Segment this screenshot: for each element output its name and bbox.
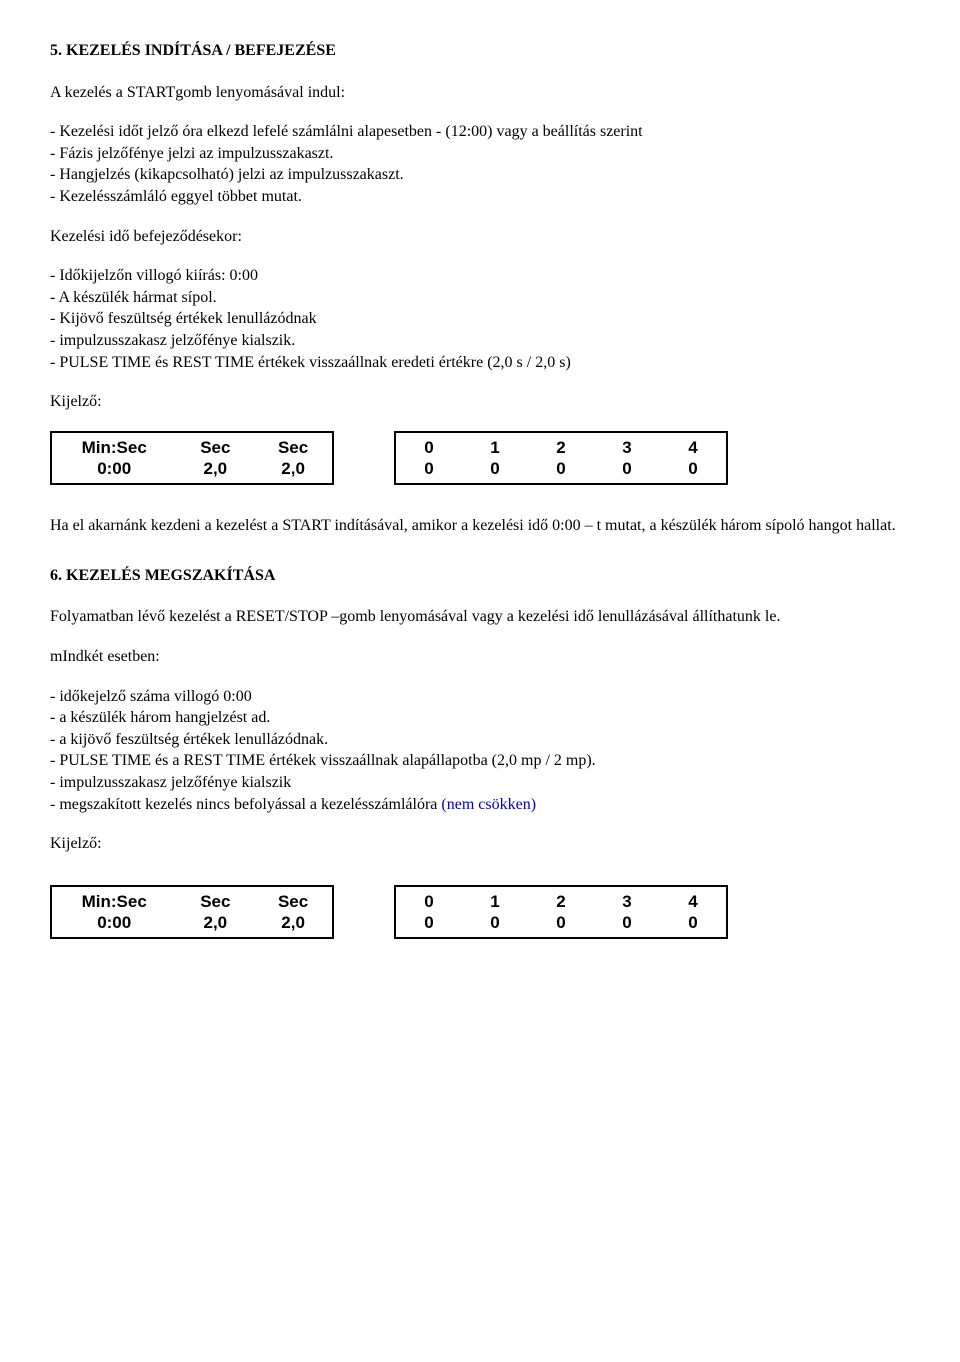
list-item: - impulzusszakasz jelzőfénye kialszik	[50, 772, 910, 794]
display-cell: 0	[528, 458, 594, 479]
display-cell: Sec	[176, 437, 254, 458]
list-item: - Hangjelzés (kikapcsolható) jelzi az im…	[50, 164, 910, 186]
section-5-start-list: - Kezelési időt jelző óra elkezd lefelé …	[50, 121, 910, 207]
display-cell: Sec	[254, 891, 332, 912]
display-cell: 0	[462, 458, 528, 479]
list-item: - Időkijelzőn villogó kiírás: 0:00	[50, 265, 910, 287]
display-cell: 1	[462, 891, 528, 912]
list-item-blue: (nem csökken)	[441, 796, 536, 813]
display-cell: Min:Sec	[52, 437, 176, 458]
display-cell: 2,0	[176, 912, 254, 933]
display-cell: Min:Sec	[52, 891, 176, 912]
display-cell: 0:00	[52, 912, 176, 933]
list-item-mixed: - megszakított kezelés nincs befolyással…	[50, 794, 910, 816]
section-5-end-header: Kezelési idő befejeződésekor:	[50, 226, 910, 248]
table-row: Min:Sec Sec Sec	[52, 891, 332, 912]
section-6-list: - időkejelző száma villogó 0:00 - a kész…	[50, 686, 910, 816]
list-item: - PULSE TIME és a REST TIME értékek viss…	[50, 750, 910, 772]
display-cell: 4	[660, 437, 726, 458]
display-cell: 3	[594, 437, 660, 458]
list-item: - impulzusszakasz jelzőfénye kialszik.	[50, 330, 910, 352]
table-row: 0 1 2 3 4	[396, 437, 726, 458]
display-cell: 3	[594, 891, 660, 912]
table-row: 0 0 0 0 0	[396, 458, 726, 479]
display-cell: 0	[528, 912, 594, 933]
display-cell: Sec	[176, 891, 254, 912]
table-row: 0 0 0 0 0	[396, 912, 726, 933]
display-cell: 0	[594, 458, 660, 479]
display-cell: 0	[594, 912, 660, 933]
table-row: 0:00 2,0 2,0	[52, 912, 332, 933]
section-5-display-label: Kijelző:	[50, 391, 910, 413]
display-box-left: Min:Sec Sec Sec 0:00 2,0 2,0	[50, 431, 334, 486]
display-cell: Sec	[254, 437, 332, 458]
section-5-end-list: - Időkijelzőn villogó kiírás: 0:00 - A k…	[50, 265, 910, 373]
table-row: 0 1 2 3 4	[396, 891, 726, 912]
list-item: - a kijövő feszültség értékek lenullázód…	[50, 729, 910, 751]
display-cell: 0	[396, 912, 462, 933]
display-cell: 1	[462, 437, 528, 458]
display-cell: 0:00	[52, 458, 176, 479]
section-5-display-row: Min:Sec Sec Sec 0:00 2,0 2,0 0 1 2 3 4 0…	[50, 431, 910, 486]
section-6-title: 6. KEZELÉS MEGSZAKÍTÁSA	[50, 565, 910, 587]
section-5-title: 5. KEZELÉS INDÍTÁSA / BEFEJEZÉSE	[50, 40, 910, 62]
display-cell: 0	[396, 891, 462, 912]
display-box-right: 0 1 2 3 4 0 0 0 0 0	[394, 431, 728, 486]
display-cell: 2,0	[176, 458, 254, 479]
list-item: - PULSE TIME és REST TIME értékek vissza…	[50, 352, 910, 374]
section-6-intro: Folyamatban lévő kezelést a RESET/STOP –…	[50, 606, 910, 628]
display-cell: 0	[396, 458, 462, 479]
display-cell: 0	[396, 437, 462, 458]
list-item-prefix: - megszakított kezelés nincs befolyással…	[50, 796, 441, 813]
section-6-both-label: mIndkét esetben:	[50, 646, 910, 668]
section-6-display-row: Min:Sec Sec Sec 0:00 2,0 2,0 0 1 2 3 4 0…	[50, 885, 910, 940]
section-6-display-label: Kijelző:	[50, 833, 910, 855]
list-item: - A készülék hármat sípol.	[50, 287, 910, 309]
display-cell: 2,0	[254, 458, 332, 479]
display-cell: 4	[660, 891, 726, 912]
list-item: - Fázis jelzőfénye jelzi az impulzusszak…	[50, 143, 910, 165]
display-box-right: 0 1 2 3 4 0 0 0 0 0	[394, 885, 728, 940]
table-row: 0:00 2,0 2,0	[52, 458, 332, 479]
list-item: - Kezelési időt jelző óra elkezd lefelé …	[50, 121, 910, 143]
display-cell: 0	[660, 912, 726, 933]
list-item: - a készülék három hangjelzést ad.	[50, 707, 910, 729]
display-cell: 2	[528, 891, 594, 912]
table-row: Min:Sec Sec Sec	[52, 437, 332, 458]
display-cell: 0	[462, 912, 528, 933]
list-item: - Kijövő feszültség értékek lenullázódna…	[50, 308, 910, 330]
display-cell: 0	[660, 458, 726, 479]
display-box-left: Min:Sec Sec Sec 0:00 2,0 2,0	[50, 885, 334, 940]
section-5-note: Ha el akarnánk kezdeni a kezelést a STAR…	[50, 515, 910, 537]
display-cell: 2,0	[254, 912, 332, 933]
list-item: - időkejelző száma villogó 0:00	[50, 686, 910, 708]
list-item: - Kezelésszámláló eggyel többet mutat.	[50, 186, 910, 208]
display-cell: 2	[528, 437, 594, 458]
section-5-intro: A kezelés a STARTgomb lenyomásával indul…	[50, 82, 910, 104]
